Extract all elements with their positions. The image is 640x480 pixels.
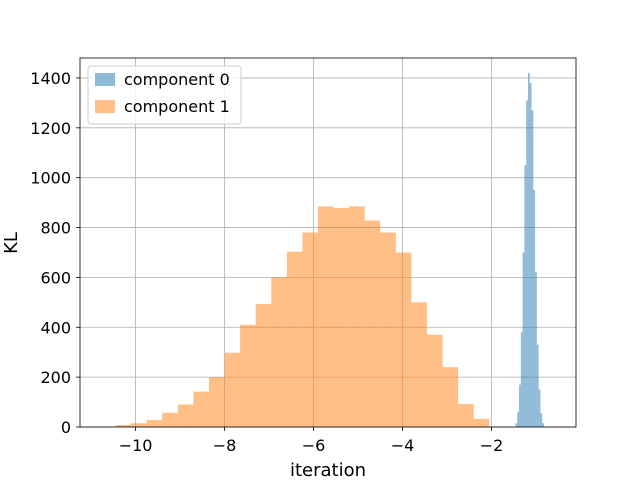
histogram-bar [395, 252, 412, 427]
histogram-bar [271, 277, 287, 427]
legend-swatch-component-1 [95, 100, 115, 113]
histogram-bar [302, 232, 318, 427]
histogram-bar [162, 412, 178, 427]
histogram-bar [146, 420, 163, 427]
histogram-bar [538, 389, 541, 427]
histogram-bar [527, 72, 530, 427]
histogram-bar [131, 423, 147, 427]
histogram-bar [529, 82, 532, 427]
y-tick-label: 1000 [30, 169, 71, 188]
histogram-bar [542, 423, 544, 427]
y-tick-label: 1200 [30, 119, 71, 138]
histogram-bar [193, 391, 210, 427]
histogram-bar [531, 110, 534, 428]
axis-ticks: −10 −8 −6 −4 −2 0 200 400 600 800 1000 1200 1400 [30, 69, 503, 455]
axes-frame [79, 57, 577, 428]
legend-box [87, 65, 242, 125]
series-0 [515, 72, 544, 428]
plot-frame [79, 57, 577, 428]
histogram-bar [349, 206, 365, 427]
histogram-bar [533, 190, 536, 427]
y-tick-label: 600 [40, 268, 71, 287]
histogram-bar [286, 251, 303, 427]
histogram-bar [115, 425, 132, 427]
histogram-bar [458, 404, 474, 427]
series-1 [115, 206, 490, 427]
histogram-bar [333, 208, 350, 427]
histogram-bar [364, 220, 381, 427]
y-tick-label: 400 [40, 318, 71, 337]
histogram-bars [115, 72, 544, 428]
histogram-bar [317, 206, 334, 427]
histogram-bar [255, 304, 272, 427]
y-tick-label: 0 [61, 418, 71, 437]
histogram-bar [224, 352, 241, 427]
histogram-bar [209, 377, 225, 427]
x-axis-label: iteration [290, 460, 366, 480]
histogram-bar [442, 367, 459, 427]
y-axis-label: KL [1, 232, 22, 254]
histogram-bar [519, 384, 521, 427]
histogram-bar [240, 324, 256, 427]
y-tick-label: 1400 [30, 69, 71, 88]
histogram-bar [526, 100, 528, 427]
histogram-bar [522, 252, 525, 427]
histogram-bar [411, 302, 427, 427]
histogram-bar [536, 344, 539, 427]
histogram-bar [177, 404, 194, 427]
y-tick-label: 200 [40, 368, 71, 387]
histogram-bar [380, 232, 396, 427]
legend-label-component-1: component 1 [124, 97, 230, 116]
histogram-bar [535, 272, 537, 427]
legend-swatch-component-0 [95, 73, 115, 86]
histogram-bar [520, 332, 523, 427]
x-tick-label: −2 [480, 436, 504, 455]
histogram-bar [524, 165, 527, 427]
x-tick-label: −4 [391, 436, 415, 455]
y-tick-label: 800 [40, 219, 71, 238]
x-tick-label: −6 [302, 436, 326, 455]
histogram-bar [426, 334, 443, 427]
histogram-bar [515, 423, 518, 427]
legend-label-component-0: component 0 [124, 70, 230, 89]
x-tick-label: −10 [119, 436, 153, 455]
histogram-bar [517, 412, 520, 427]
legend: component 0 component 1 [87, 65, 242, 125]
histogram-bar [473, 419, 490, 427]
x-tick-label: −8 [213, 436, 237, 455]
histogram-bar [540, 413, 543, 427]
